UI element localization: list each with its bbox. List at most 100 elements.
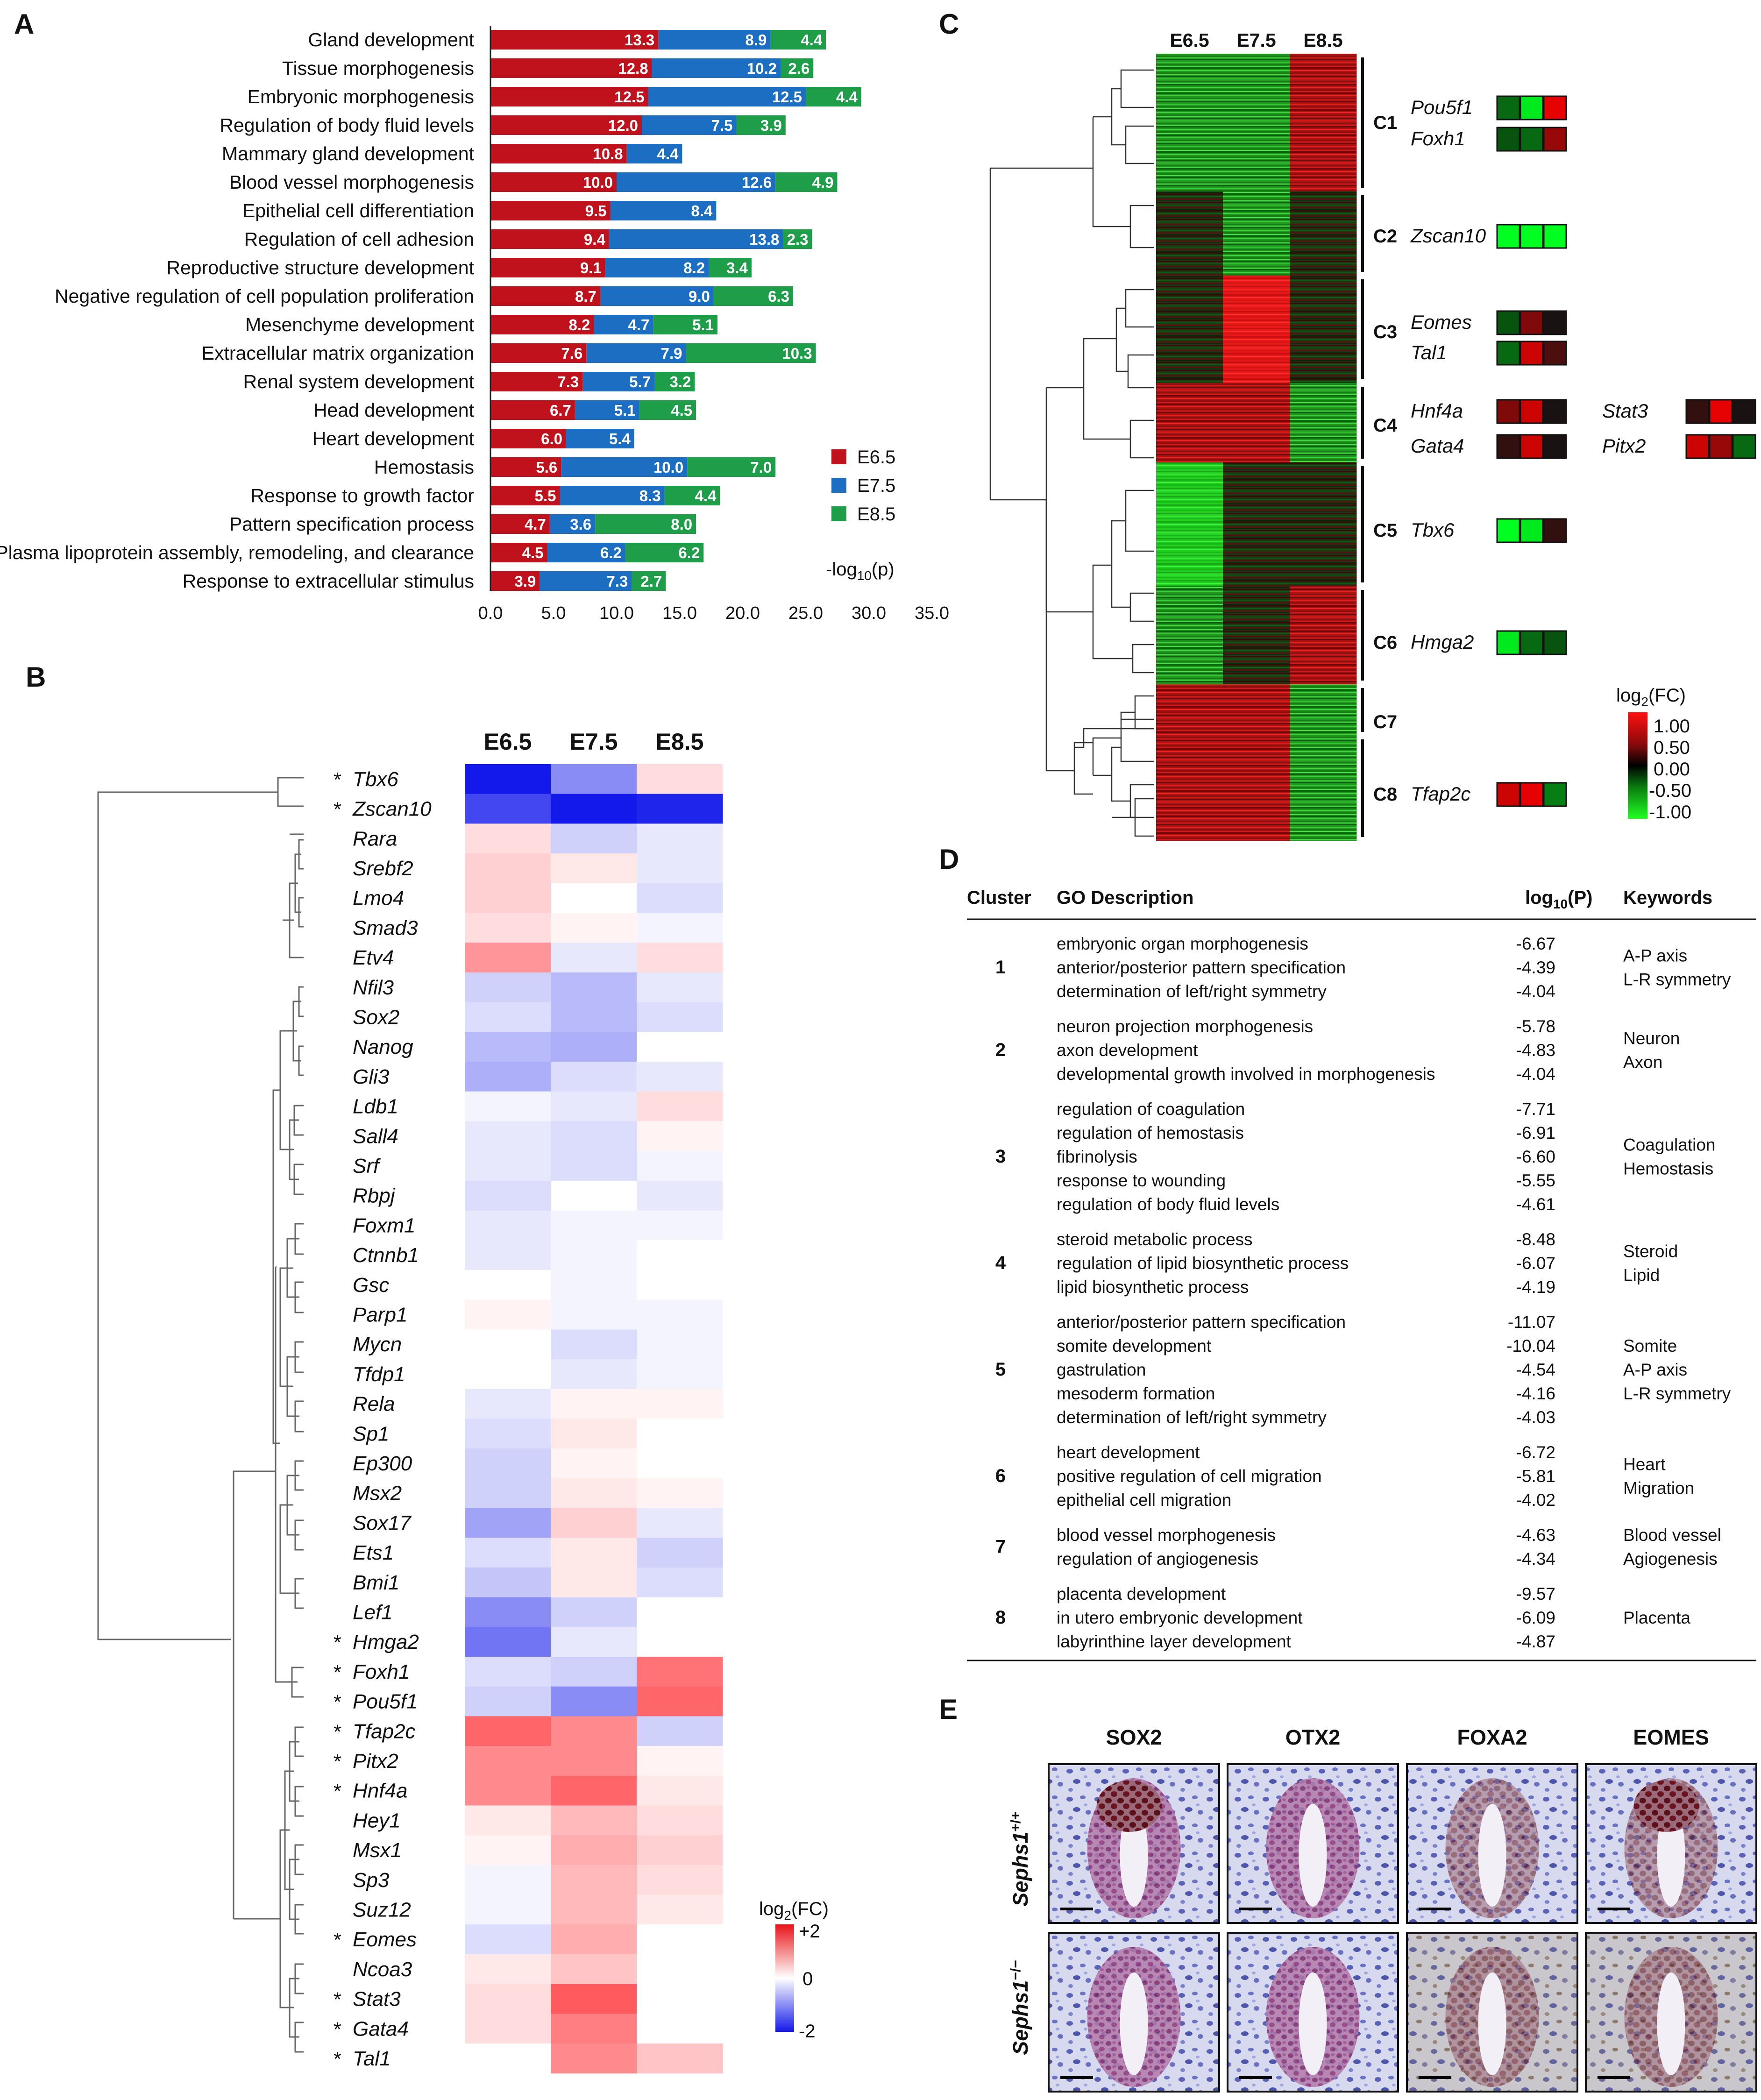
gene-label: Pou5f1 xyxy=(353,1690,418,1713)
bar-E75 xyxy=(652,58,781,78)
heatmap-c-legend-t4: -0.50 xyxy=(1649,780,1691,801)
table-p-value: -7.71 xyxy=(1516,1100,1555,1119)
bar-E65 xyxy=(490,229,609,249)
gene-label: Nanog xyxy=(353,1036,413,1058)
table-go-term: regulation of body fluid levels xyxy=(1057,1195,1279,1214)
bar-value-label: 6.7 xyxy=(550,402,571,419)
cluster-gene-label: Eomes xyxy=(1411,311,1472,333)
gene-label: Nfil3 xyxy=(353,976,394,999)
gene-label: Etv4 xyxy=(353,946,394,969)
gene-label: Bmi1 xyxy=(353,1571,399,1594)
cluster-label: C5 xyxy=(1373,520,1397,541)
cluster-gene-label: Tal1 xyxy=(1411,341,1447,363)
heatmap-b-cell xyxy=(637,1329,723,1360)
heatmap-b-cell xyxy=(551,1180,637,1211)
bar-value-label: 12.6 xyxy=(742,174,772,191)
heatmap-b-col-header: E7.5 xyxy=(570,729,618,755)
mini-expression-cell xyxy=(1520,434,1544,459)
heatmap-b-cell xyxy=(637,1775,723,1806)
bar-value-label: 8.2 xyxy=(569,316,590,333)
heatmap-b-cell xyxy=(465,1538,551,1568)
table-p-value: -6.91 xyxy=(1516,1123,1555,1142)
heatmap-c-block xyxy=(1290,684,1357,736)
table-p-value: -4.87 xyxy=(1516,1632,1555,1651)
panel-label-e: E xyxy=(939,1694,958,1725)
bar-E85 xyxy=(806,87,861,106)
heatmap-b-cell xyxy=(465,1270,551,1300)
cluster-gene-label: Foxh1 xyxy=(1411,128,1465,149)
gene-label: Eomes xyxy=(353,1928,417,1951)
table-header-p: log10(P) xyxy=(1525,887,1592,911)
table-keyword: A-P axis xyxy=(1623,946,1687,965)
legend-swatch-e75 xyxy=(831,478,846,493)
mini-expression-cell xyxy=(1496,341,1520,366)
cluster-gene-label: Zscan10 xyxy=(1410,225,1486,247)
heatmap-b-cell xyxy=(637,2043,723,2074)
heatmap-c-block xyxy=(1290,586,1357,684)
bar-E75 xyxy=(626,144,682,163)
gene-label: Pitx2 xyxy=(353,1750,398,1773)
category-label: Regulation of body fluid levels xyxy=(220,114,474,136)
table-go-term: epithelial cell migration xyxy=(1057,1490,1231,1510)
ihc-lumen xyxy=(1478,1804,1506,1907)
bar-E65 xyxy=(490,486,560,505)
mini-expression-cell xyxy=(1709,434,1733,459)
ihc-column-headers: SOX2 OTX2 FOXA2 EOMES xyxy=(1106,1725,1709,1749)
bar-value-label: 7.5 xyxy=(711,117,733,134)
heatmap-b-cell xyxy=(637,1448,723,1479)
heatmap-b-cell xyxy=(637,823,723,854)
mini-expression-cell xyxy=(1543,224,1567,249)
cluster-gene-label: Hmga2 xyxy=(1411,631,1474,653)
table-keyword: Coagulation xyxy=(1623,1135,1715,1155)
cluster-gene-label: Pitx2 xyxy=(1602,435,1646,457)
bar-value-label: 6.2 xyxy=(678,544,700,561)
heatmap-b-cell xyxy=(465,1448,551,1479)
category-label: Gland development xyxy=(308,29,474,50)
bar-value-label: 7.3 xyxy=(607,573,628,590)
bar-value-label: 8.3 xyxy=(639,487,661,504)
table-p-value: -11.07 xyxy=(1508,1312,1555,1332)
bar-E65 xyxy=(490,514,550,534)
heatmap-b-cell xyxy=(465,1805,551,1836)
table-go-term: determination of left/right symmetry xyxy=(1057,982,1327,1001)
bar-E65 xyxy=(490,315,594,334)
heatmap-b-cell xyxy=(551,1419,637,1449)
heatmap-b-cell xyxy=(637,1597,723,1627)
heatmap-b-cell xyxy=(637,1746,723,1776)
mini-expression-cell xyxy=(1543,310,1567,335)
heatmap-b-cell xyxy=(551,1597,637,1627)
bar-E85 xyxy=(595,514,696,534)
bar-E65 xyxy=(490,144,627,163)
bar-E85 xyxy=(639,400,696,420)
table-go-term: positive regulation of cell migration xyxy=(1057,1467,1322,1486)
heatmap-c-legend-t2: 0.50 xyxy=(1654,738,1690,758)
cluster-label: C6 xyxy=(1373,632,1397,653)
heatmap-b-cell xyxy=(637,1805,723,1836)
mini-expression-cell xyxy=(1520,127,1544,152)
panel-label-b: B xyxy=(26,661,46,693)
heatmap-b-cell xyxy=(637,1924,723,1955)
table-p-value: -8.48 xyxy=(1516,1230,1555,1249)
heatmap-b-cell xyxy=(465,1032,551,1062)
heatmap-b-cell xyxy=(637,883,723,913)
cluster-heatmap: E6.5 E7.5 E8.5 xyxy=(989,29,1756,841)
mini-expression-cell xyxy=(1520,95,1544,121)
heatmap-c-block xyxy=(1290,192,1357,276)
heatmap-b-cell xyxy=(551,2043,637,2074)
heatmap-b-cell xyxy=(551,1032,637,1062)
bar-E85 xyxy=(736,115,786,135)
bar-E65 xyxy=(490,87,648,106)
bar-value-label: 3.9 xyxy=(514,573,536,590)
cluster-gene-label: Tfap2c xyxy=(1411,783,1470,805)
bar-value-label: 4.9 xyxy=(812,174,834,191)
heatmap-b-cell xyxy=(551,1686,637,1717)
mini-expression-cell xyxy=(1496,518,1520,543)
mini-expression-cell xyxy=(1543,782,1567,807)
bar-E85 xyxy=(713,286,793,306)
heatmap-b-cell xyxy=(465,1597,551,1627)
heatmap-b-cell xyxy=(465,1359,551,1390)
bar-E75 xyxy=(600,286,714,306)
heatmap-b-cell xyxy=(551,853,637,884)
table-go-term: anterior/posterior pattern specification xyxy=(1057,1312,1346,1332)
table-header-desc: GO Description xyxy=(1057,887,1193,908)
